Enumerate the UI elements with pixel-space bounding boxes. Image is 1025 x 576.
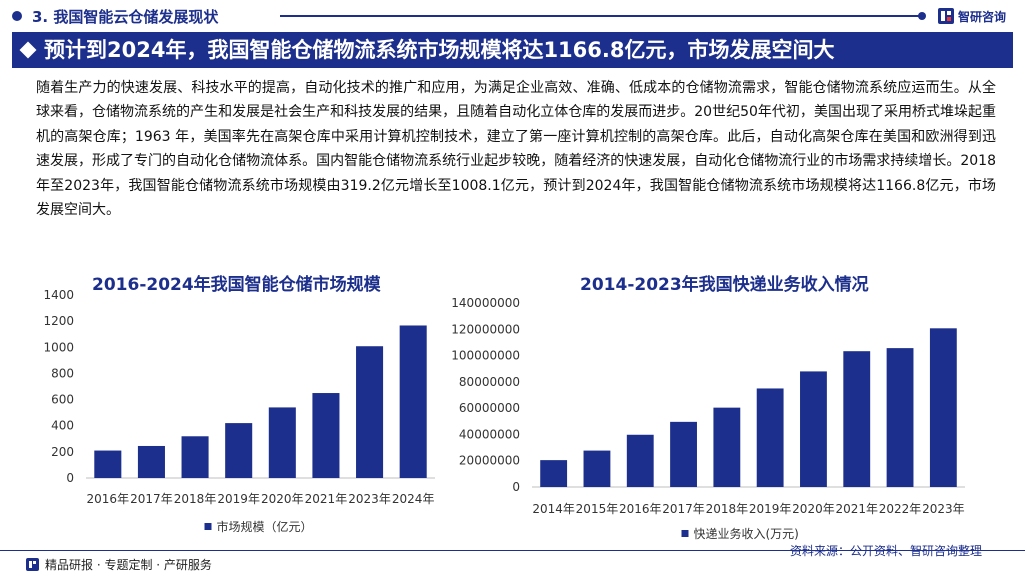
section-title: 3. 我国智能云仓储发展现状 xyxy=(32,8,219,26)
y-tick-label: 1400 xyxy=(43,288,74,302)
bar xyxy=(626,434,654,487)
x-tick-label: 2019年 xyxy=(749,502,792,516)
chart-title-express-revenue: 2014-2023年我国快递业务收入情况 xyxy=(580,275,869,295)
bar xyxy=(843,351,871,487)
bar xyxy=(540,460,568,487)
bar xyxy=(137,445,165,478)
bar xyxy=(399,325,427,478)
bar xyxy=(886,348,914,487)
x-tick-label: 2014年 xyxy=(532,502,575,516)
bar xyxy=(181,436,209,478)
section-bullet-icon xyxy=(12,11,22,21)
footer-tagline-text: 精品研报 · 专题定制 · 产研服务 xyxy=(45,558,212,572)
x-tick-label: 2016年 xyxy=(619,502,662,516)
bar xyxy=(356,346,384,478)
bar xyxy=(800,371,827,487)
y-tick-label: 100000000 xyxy=(451,349,520,363)
x-tick-label: 2023年 xyxy=(348,492,391,506)
x-tick-label: 2024年 xyxy=(392,492,435,506)
bar xyxy=(929,328,957,487)
x-tick-label: 2018年 xyxy=(174,492,217,506)
y-tick-label: 20000000 xyxy=(459,454,520,468)
y-tick-label: 600 xyxy=(51,393,74,407)
y-tick-label: 40000000 xyxy=(459,427,520,441)
x-tick-label: 2017年 xyxy=(662,502,705,516)
y-tick-label: 1000 xyxy=(43,340,74,354)
bar xyxy=(94,450,122,478)
legend-label: 快递业务收入(万元) xyxy=(694,526,799,541)
y-tick-label: 400 xyxy=(51,419,74,433)
footer-divider xyxy=(0,550,1025,551)
brand-logo: 智研咨询 xyxy=(938,6,1006,26)
legend-swatch xyxy=(204,523,212,530)
data-source: 资料来源：公开资料、智研咨询整理 xyxy=(790,544,983,558)
x-tick-label: 2016年 xyxy=(87,492,130,506)
bar xyxy=(268,407,296,478)
body-paragraph: 随着生产力的快速发展、科技水平的提高，自动化技术的推广和应用，为满足企业高效、准… xyxy=(36,80,996,219)
footer-tagline: 精品研报 · 专题定制 · 产研服务 xyxy=(26,556,212,573)
chart-market-size: 0 200 400 600 800 1000 1200 1400 2016年 2017年 2018年… xyxy=(43,288,435,534)
x-tick-label: 2020年 xyxy=(261,492,304,506)
y-tick-label: 0 xyxy=(512,480,520,494)
bar xyxy=(713,407,741,487)
footer-brand-icon xyxy=(26,558,39,571)
bar xyxy=(225,423,253,478)
bar xyxy=(756,388,784,487)
y-tick-label: 120000000 xyxy=(451,322,520,336)
y-tick-label: 800 xyxy=(51,366,74,380)
x-tick-label: 2019年 xyxy=(217,492,260,506)
y-tick-label: 60000000 xyxy=(459,401,520,415)
headline-text: 预计到2024年，我国智能仓储物流系统市场规模将达1166.8亿元，市场发展空间… xyxy=(44,38,835,62)
legend-swatch xyxy=(681,530,689,537)
y-tick-label: 80000000 xyxy=(459,375,520,389)
y-tick-label: 1200 xyxy=(43,314,74,328)
x-tick-label: 2023年 xyxy=(922,502,965,516)
header-divider-end-icon xyxy=(918,12,926,20)
legend-label: 市场规模（亿元） xyxy=(217,519,313,534)
bar xyxy=(312,393,340,478)
brand-name: 智研咨询 xyxy=(958,9,1007,24)
x-tick-label: 2015年 xyxy=(576,502,619,516)
bar xyxy=(670,421,697,487)
y-tick-label: 140000000 xyxy=(451,296,520,310)
x-tick-label: 2018年 xyxy=(706,502,749,516)
x-tick-label: 2022年 xyxy=(879,502,922,516)
brand-mark-icon xyxy=(938,8,954,24)
chart-title-market-size: 2016-2024年我国智能仓储市场规模 xyxy=(92,275,381,295)
header-divider xyxy=(280,15,920,17)
x-tick-label: 2021年 xyxy=(835,502,878,516)
y-tick-label: 0 xyxy=(66,471,74,485)
diamond-icon xyxy=(19,41,37,59)
x-tick-label: 2021年 xyxy=(305,492,348,506)
top-bar: 3. 我国智能云仓储发展现状 智研咨询 xyxy=(0,0,1025,32)
x-tick-label: 2020年 xyxy=(792,502,835,516)
bar xyxy=(583,450,611,487)
headline-banner: 预计到2024年，我国智能仓储物流系统市场规模将达1166.8亿元，市场发展空间… xyxy=(12,32,1013,68)
x-tick-label: 2017年 xyxy=(130,492,173,506)
y-tick-label: 200 xyxy=(51,445,74,459)
chart-express-revenue: 0 20000000 40000000 60000000 80000000 1000000… xyxy=(451,296,965,541)
